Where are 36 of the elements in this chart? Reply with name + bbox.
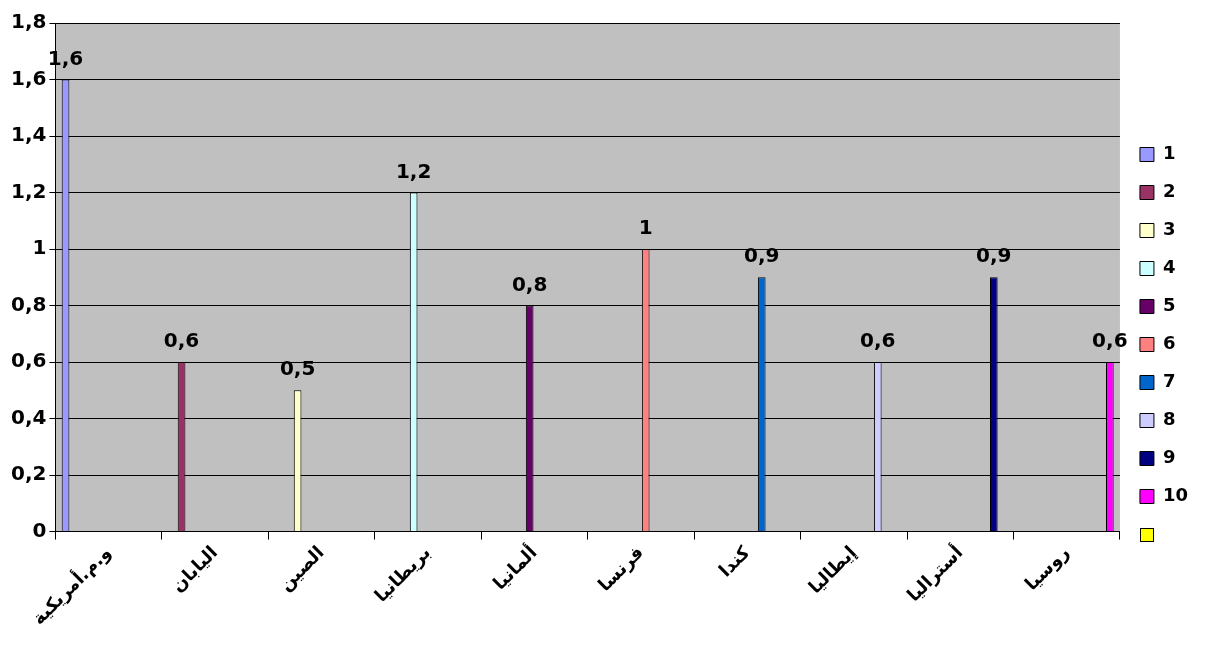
y-tick-label: 1,4 — [10, 122, 47, 147]
x-tick-label: روسيا — [1020, 541, 1074, 595]
x-tick-label: فرنسا — [593, 541, 648, 596]
data-label: 1,2 — [395, 158, 432, 183]
data-label: 0,6 — [860, 328, 896, 353]
legend-label: 2 — [1162, 180, 1176, 202]
x-tick-label: أستراليا — [901, 540, 968, 607]
y-tick-label: 0,8 — [10, 291, 47, 316]
y-tick-label: 0,6 — [10, 348, 47, 373]
y-tick-label: 0 — [32, 517, 47, 542]
legend-label: 5 — [1162, 294, 1176, 316]
data-label: 0,6 — [163, 328, 200, 353]
y-tick-label: 1,2 — [10, 178, 47, 203]
data-label: 0,6 — [1092, 328, 1128, 353]
legend-label: 7 — [1162, 370, 1176, 392]
data-label: 1 — [638, 215, 653, 240]
x-tick-label: و.م.أمريكية — [27, 540, 116, 630]
legend-label: 1 — [1162, 142, 1176, 164]
y-tick-label: 1 — [32, 235, 47, 260]
x-tick-label: اليابان — [166, 541, 222, 596]
legend-label: 8 — [1162, 408, 1176, 430]
x-tick-label: إيطاليا — [804, 541, 860, 598]
legend-label: 9 — [1162, 446, 1176, 468]
x-tick-label: ألمانيا — [487, 540, 541, 594]
y-tick-label: 0,2 — [10, 461, 47, 486]
legend-label: 4 — [1162, 256, 1176, 278]
x-tick-label: بريطانيا — [369, 541, 435, 607]
data-label: 0,8 — [511, 271, 548, 296]
x-tick-label: كندا — [714, 541, 754, 581]
legend-label: 10 — [1162, 484, 1189, 506]
y-tick-label: 1,6 — [10, 65, 47, 90]
x-tick-label: الصين — [274, 541, 329, 596]
y-tick-label: 1,8 — [10, 9, 47, 34]
legend-label: 6 — [1162, 332, 1176, 354]
legend-label: 3 — [1162, 218, 1176, 240]
y-tick-label: 0,4 — [10, 404, 47, 429]
